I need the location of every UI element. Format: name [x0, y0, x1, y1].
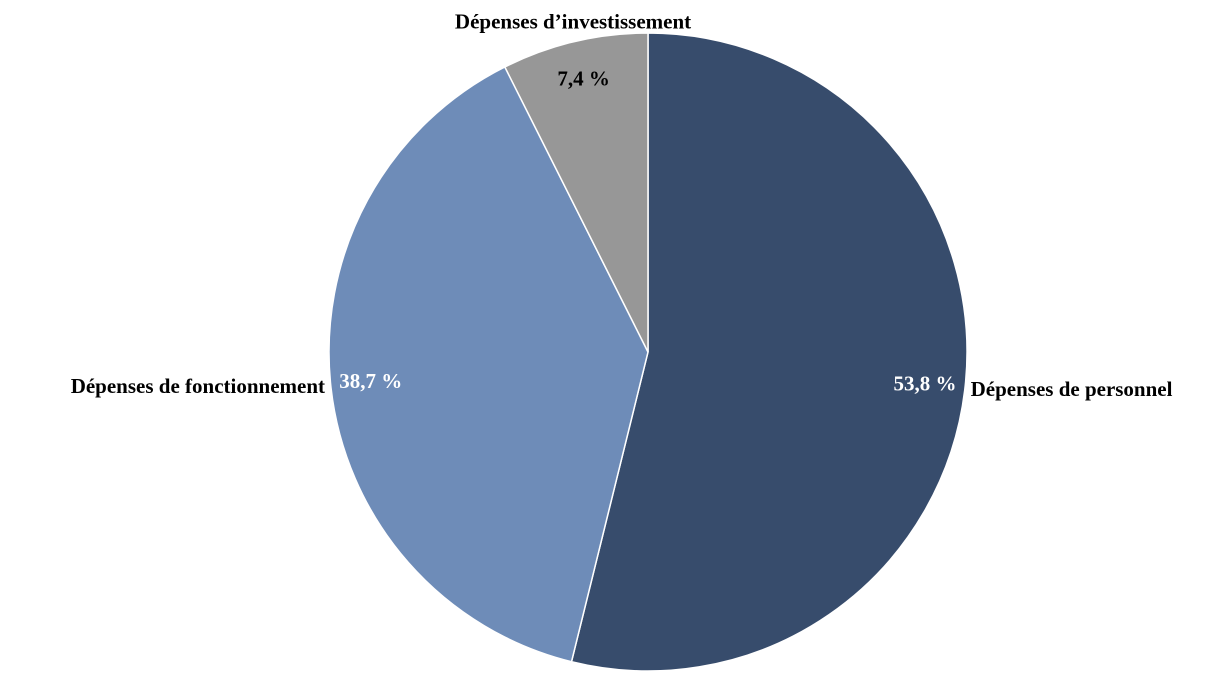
pie-slice	[570, 32, 968, 672]
pie-slice	[328, 65, 649, 663]
value-label: 53,8 %	[893, 372, 956, 396]
value-label: 7,4 %	[557, 66, 610, 90]
category-label: Dépenses d’investissement	[455, 10, 691, 34]
value-label: 38,7 %	[339, 369, 402, 393]
category-label: Dépenses de personnel	[971, 377, 1173, 401]
category-label: Dépenses de fonctionnement	[71, 374, 325, 398]
pie-slice	[503, 32, 649, 353]
